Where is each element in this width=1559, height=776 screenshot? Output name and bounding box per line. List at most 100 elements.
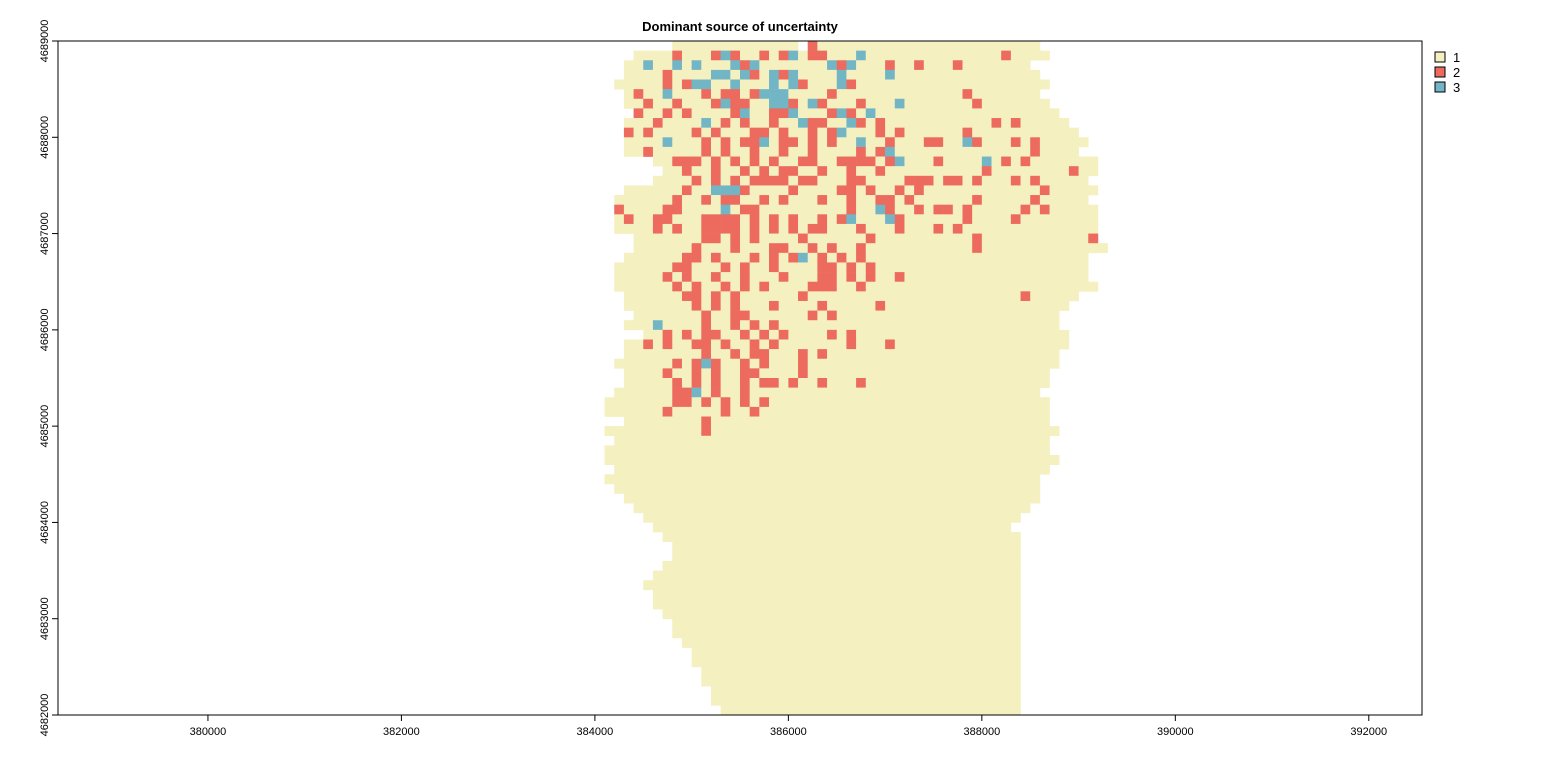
raster-cell-class-1 [1010, 310, 1021, 321]
raster-cell-class-2 [769, 223, 779, 234]
raster-cell-class-1 [730, 686, 741, 697]
raster-cell-class-2 [710, 300, 721, 311]
raster-cell-class-1 [817, 686, 828, 697]
raster-cell-class-1 [798, 474, 809, 485]
raster-cell-class-1 [904, 368, 915, 379]
raster-cell-class-1 [875, 647, 886, 658]
raster-cell-class-1 [623, 435, 634, 446]
raster-cell-class-1 [962, 474, 973, 485]
raster-cell-class-1 [827, 666, 838, 677]
raster-cell-class-1 [856, 387, 867, 398]
raster-cell-class-1 [933, 50, 944, 61]
raster-cell-class-1 [885, 127, 896, 138]
raster-cell-class-1 [788, 599, 799, 610]
raster-cell-class-1 [972, 637, 983, 648]
raster-cell-class-1 [759, 406, 770, 417]
raster-cell-class-1 [1010, 628, 1021, 639]
raster-cell-class-1 [894, 310, 905, 321]
raster-cell-class-3 [856, 137, 867, 148]
raster-cell-class-1 [1030, 89, 1041, 100]
raster-cell-class-1 [856, 435, 867, 446]
raster-cell-class-1 [836, 89, 847, 100]
raster-cell-class-1 [856, 310, 867, 321]
raster-cell-class-2 [710, 378, 721, 388]
raster-cell-class-1 [1039, 243, 1050, 254]
raster-cell-class-1 [972, 666, 983, 677]
raster-cell-class-1 [846, 320, 857, 331]
raster-cell-class-1 [740, 503, 750, 514]
raster-cell-class-1 [730, 503, 741, 514]
y-tick-label: 4684000 [39, 501, 51, 544]
raster-cell-class-2 [672, 281, 683, 292]
raster-cell-class-1 [827, 512, 838, 523]
raster-cell-class-1 [807, 329, 818, 340]
raster-cell-class-1 [1059, 185, 1070, 196]
raster-cell-class-1 [856, 89, 867, 100]
raster-cell-class-1 [962, 98, 973, 109]
raster-cell-class-1 [672, 108, 683, 119]
raster-cell-class-1 [923, 657, 934, 668]
raster-cell-class-1 [981, 599, 992, 610]
raster-cell-class-3 [740, 108, 750, 119]
raster-cell-class-2 [952, 175, 963, 186]
raster-cell-class-2 [856, 156, 867, 167]
raster-cell-class-1 [991, 291, 1002, 302]
raster-cell-class-1 [643, 50, 654, 61]
raster-cell-class-1 [749, 281, 760, 292]
raster-cell-class-3 [769, 69, 779, 80]
raster-cell-class-1 [846, 416, 857, 427]
raster-cell-class-1 [788, 195, 799, 205]
raster-cell-class-2 [740, 137, 750, 148]
raster-cell-class-1 [856, 127, 867, 138]
raster-cell-class-1 [681, 522, 692, 533]
raster-cell-class-1 [798, 570, 809, 581]
raster-cell-class-1 [962, 60, 973, 71]
raster-cell-class-1 [662, 146, 673, 157]
raster-cell-class-1 [1001, 657, 1012, 668]
raster-cell-class-1 [943, 368, 954, 379]
raster-cell-class-1 [1078, 137, 1089, 148]
raster-cell-class-2 [672, 387, 683, 398]
raster-cell-class-1 [681, 175, 692, 186]
raster-cell-class-1 [710, 60, 721, 71]
raster-cell-class-1 [1010, 60, 1021, 71]
raster-cell-class-1 [798, 127, 809, 138]
raster-cell-class-1 [923, 262, 934, 273]
raster-cell-class-2 [807, 146, 818, 157]
raster-cell-class-1 [672, 339, 683, 350]
raster-cell-class-1 [749, 98, 760, 109]
raster-cell-class-2 [836, 156, 847, 167]
raster-cell-class-1 [904, 686, 915, 697]
x-axis: 380000 382000 384000 386000 388000 390000 3920… [190, 715, 1387, 738]
raster-cell-class-2 [681, 272, 692, 283]
y-axis: 4682000468300046840004685000468600046870… [39, 20, 58, 736]
raster-cell-class-1 [1001, 349, 1012, 360]
raster-cell-class-2 [875, 166, 886, 177]
raster-cell-class-1 [710, 512, 721, 523]
raster-cell-class-1 [681, 455, 692, 465]
raster-cell-class-1 [991, 358, 1002, 369]
raster-cell-class-1 [1001, 618, 1012, 629]
raster-cell-class-1 [788, 118, 799, 128]
raster-cell-class-1 [710, 349, 721, 360]
raster-cell-class-1 [981, 512, 992, 523]
raster-cell-class-1 [952, 358, 963, 369]
raster-cell-class-2 [730, 291, 741, 302]
raster-cell-class-1 [672, 300, 683, 311]
raster-cell-class-1 [769, 60, 779, 71]
raster-cell-class-1 [885, 416, 896, 427]
raster-cell-class-1 [1030, 397, 1041, 408]
raster-cell-class-1 [691, 320, 702, 331]
raster-cell-class-1 [1059, 156, 1070, 167]
raster-cell-class-2 [778, 50, 789, 61]
raster-cell-class-2 [614, 204, 625, 215]
raster-cell-class-1 [652, 455, 663, 465]
raster-cell-class-1 [933, 705, 944, 716]
raster-cell-class-1 [759, 435, 770, 446]
raster-cell-class-1 [856, 233, 867, 244]
raster-cell-class-1 [769, 570, 779, 581]
raster-cell-class-1 [759, 705, 770, 716]
raster-cell-class-2 [701, 146, 712, 157]
raster-cell-class-2 [827, 329, 838, 340]
raster-cell-class-2 [817, 252, 828, 263]
